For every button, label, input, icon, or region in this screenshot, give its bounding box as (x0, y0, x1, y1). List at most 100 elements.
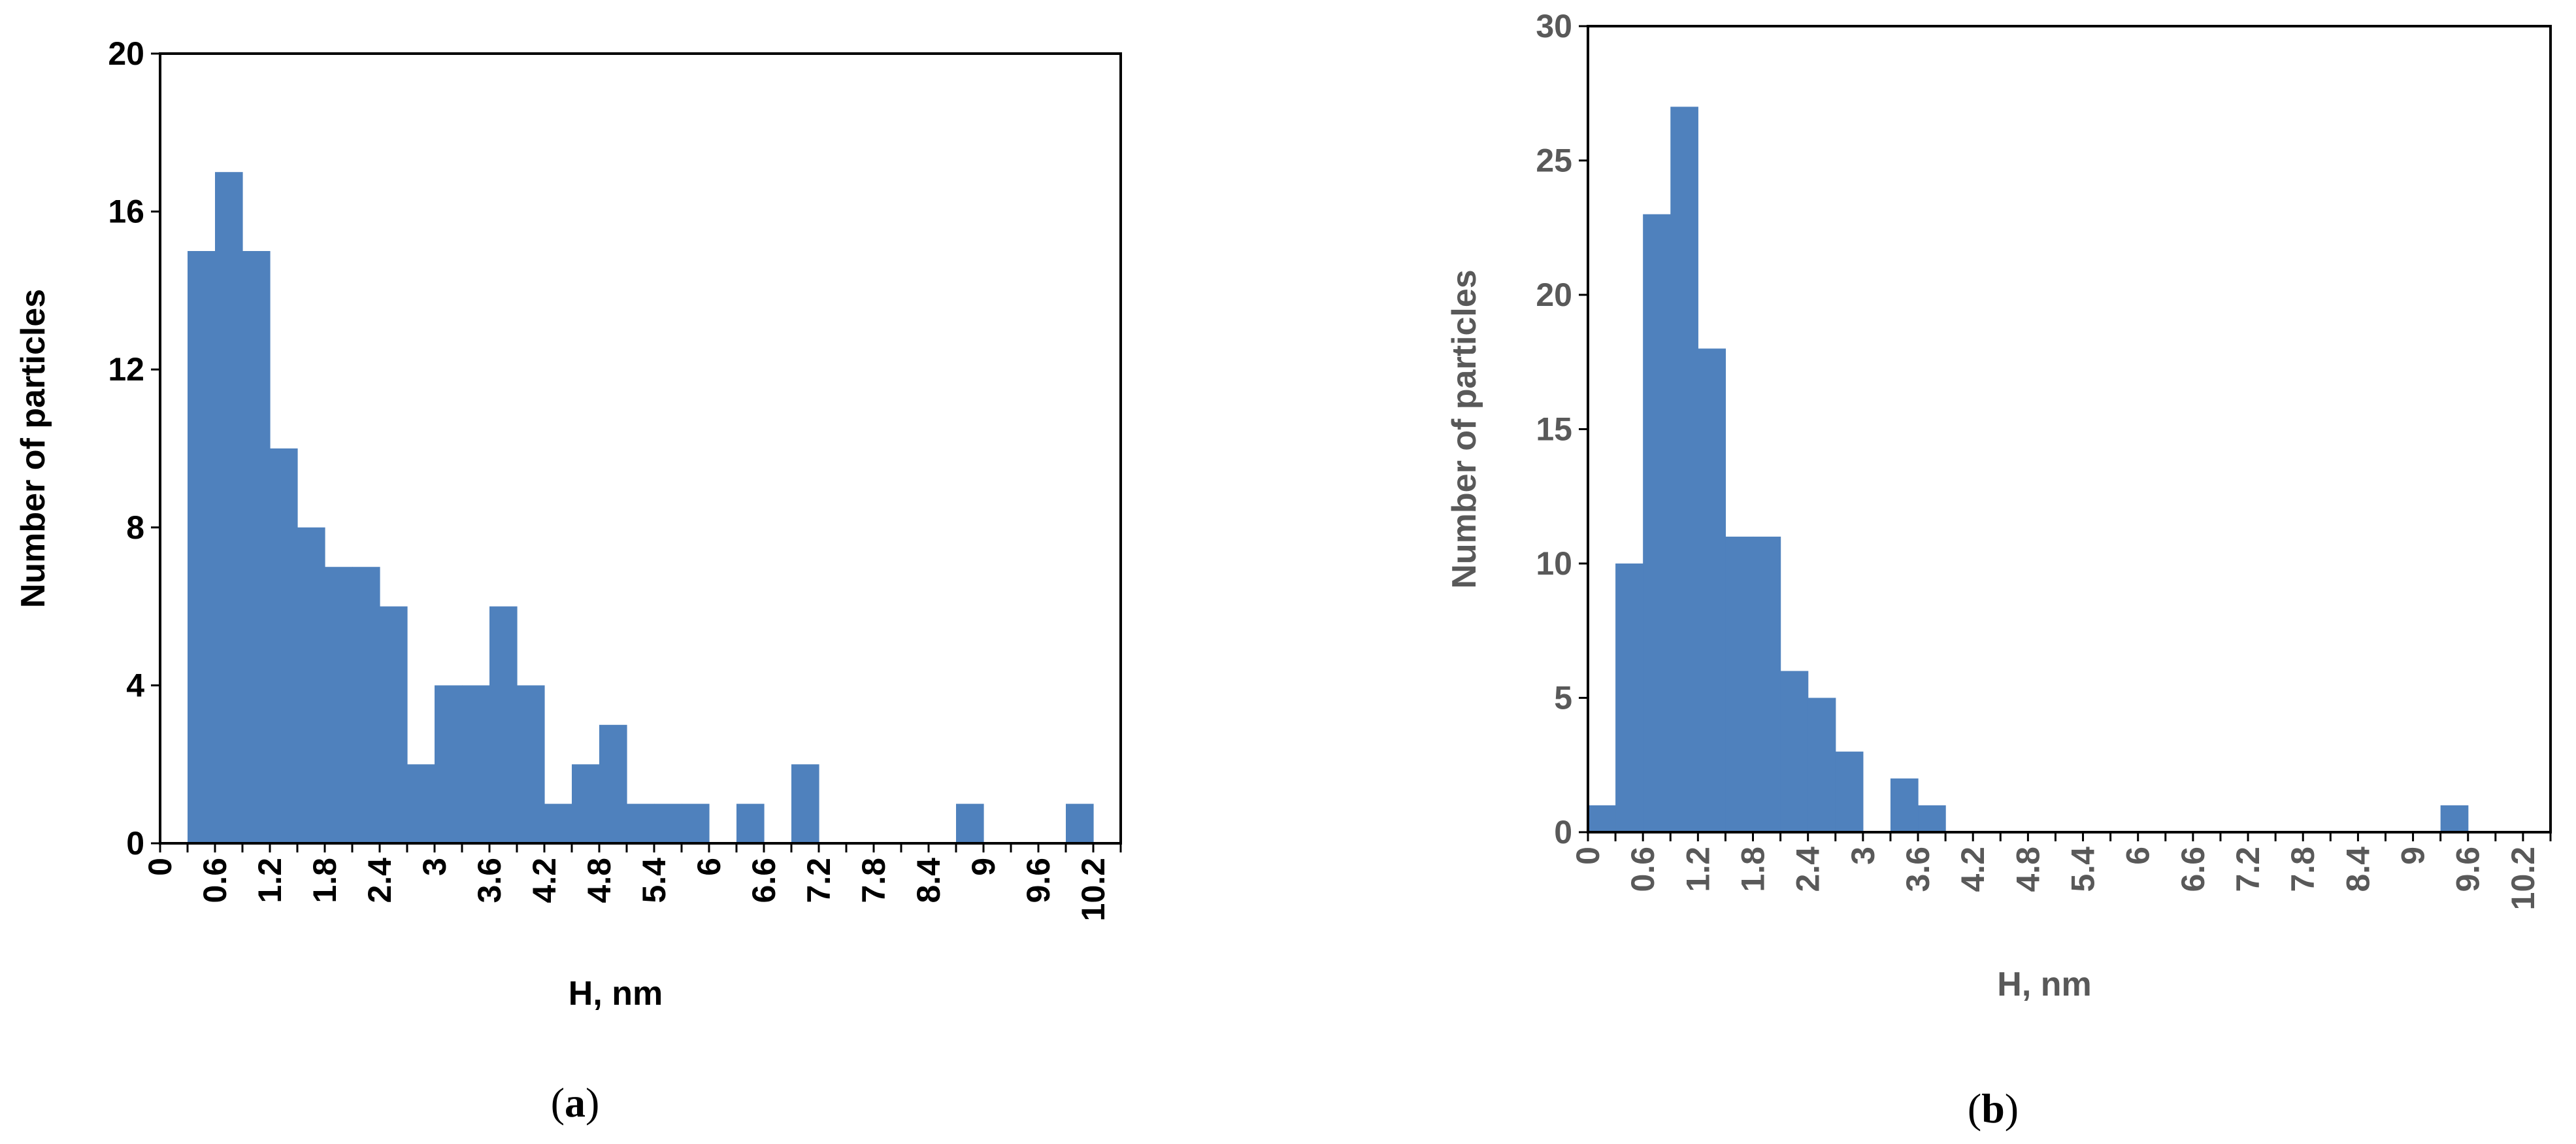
x-tick-label-b-7.8: 7.8 (2285, 847, 2321, 892)
x-ticks-b: 0 0.6 1.2 1.8 2.4 3 3.6 4.2 4.8 5.4 6 6.6 7.2 7.8 8.4 9… (1570, 832, 2552, 910)
caption-close-paren-b: ) (2005, 1085, 2019, 1132)
bar-b-3.6 (1918, 805, 1946, 832)
x-tick-label-b-10.2: 10.2 (2505, 847, 2541, 910)
bar-b-2.4 (1808, 698, 1836, 832)
bar-a-4.5 (572, 764, 600, 843)
panel-caption-b: (b) (1968, 1085, 2019, 1132)
x-tick-label-a-1.2: 1.2 (252, 858, 288, 903)
y-tick-label-b-30: 30 (1536, 8, 1572, 44)
bar-a-5.7 (682, 803, 710, 843)
bars-a (188, 172, 1094, 844)
y-tick-label-b-20: 20 (1536, 277, 1572, 313)
bar-a-2.7 (407, 764, 435, 843)
y-tick-label-b-0: 0 (1554, 814, 1572, 850)
y-tick-label-b-15: 15 (1536, 411, 1572, 448)
x-tick-label-b-2.4: 2.4 (1790, 847, 1826, 892)
x-tick-label-a-1.8: 1.8 (306, 858, 343, 903)
panel-caption-a: (a) (551, 1079, 600, 1126)
x-tick-label-b-1.2: 1.2 (1679, 847, 1716, 892)
x-tick-label-b-5.4: 5.4 (2065, 847, 2102, 892)
bar-a-6.3 (736, 803, 765, 843)
y-tick-label-b-10: 10 (1536, 545, 1572, 582)
x-tick-label-a-5.4: 5.4 (636, 858, 672, 903)
bar-a-1.2 (270, 448, 298, 843)
caption-open-paren-a: ( (551, 1079, 565, 1126)
chart-panel-b: 0 5 10 15 20 25 30 0 0.6 1.2 1.8 2.4 3 3.6 4.2 4.8 5.4 6… (1445, 8, 2552, 1132)
x-tick-label-a-3: 3 (416, 858, 453, 876)
caption-open-paren-b: ( (1968, 1085, 1981, 1132)
plot-frame-a (159, 52, 1122, 845)
bar-b-2.1 (1780, 671, 1809, 832)
x-tick-label-b-0.6: 0.6 (1625, 847, 1661, 892)
x-ticks-a: 0 0.6 1.2 1.8 2.4 3 3.6 4.2 4.8 5.4 6 6.6 7.2 7.8 8.4 9… (142, 843, 1122, 921)
y-axis-title-a: Number of particles (14, 289, 52, 608)
x-tick-label-a-9: 9 (965, 858, 1002, 876)
bar-a-3.9 (517, 685, 545, 843)
caption-letter-b: b (1981, 1085, 2005, 1132)
y-ticks-a: 0 4 8 12 16 20 (108, 35, 160, 862)
bar-b-3.3 (1890, 778, 1919, 832)
x-tick-label-b-4.2: 4.2 (1955, 847, 1991, 892)
x-axis-title-b: H, nm (1997, 966, 2091, 1003)
bar-a-5.1 (627, 803, 655, 843)
bar-b-9.3 (2440, 805, 2469, 832)
x-tick-label-a-7.8: 7.8 (855, 858, 892, 903)
bar-a-2.4 (380, 606, 408, 843)
bar-a-5.4 (654, 803, 682, 843)
x-tick-label-a-4.8: 4.8 (581, 858, 618, 903)
bar-a-2.1 (352, 567, 380, 843)
bar-b-0.9 (1670, 107, 1698, 832)
chart-panel-a: 0 4 8 12 16 20 0 0.6 1.2 1.8 2.4 3 3.6 4.2 4.8 5.4 6 6.6… (14, 35, 1122, 1126)
y-tick-label-a-4: 4 (126, 667, 144, 703)
bar-a-3 (435, 685, 463, 843)
x-tick-label-a-9.6: 9.6 (1020, 858, 1057, 903)
x-tick-label-b-9.6: 9.6 (2450, 847, 2486, 892)
caption-letter-a: a (565, 1079, 586, 1126)
x-tick-label-a-7.2: 7.2 (801, 858, 837, 903)
bar-b-0 (1588, 805, 1616, 832)
bar-a-1.8 (325, 567, 353, 843)
x-tick-label-a-4.2: 4.2 (526, 858, 563, 903)
x-tick-label-b-1.8: 1.8 (1735, 847, 1772, 892)
x-tick-label-a-10.2: 10.2 (1075, 858, 1112, 921)
bar-b-1.5 (1725, 536, 1754, 832)
x-tick-label-b-8.4: 8.4 (2339, 847, 2376, 892)
bar-b-2.7 (1835, 751, 1864, 832)
x-tick-label-a-8.4: 8.4 (910, 858, 947, 903)
y-tick-label-a-8: 8 (126, 509, 144, 546)
bar-b-0.3 (1615, 564, 1643, 832)
y-axis-title-b: Number of particles (1445, 269, 1483, 588)
x-tick-label-b-3.6: 3.6 (1900, 847, 1936, 892)
x-tick-label-a-3.6: 3.6 (471, 858, 508, 903)
y-ticks-b: 0 5 10 15 20 25 30 (1536, 8, 1588, 850)
bar-a-8.7 (956, 803, 984, 843)
x-tick-label-b-3: 3 (1845, 847, 1881, 865)
x-tick-label-b-9: 9 (2395, 847, 2432, 865)
bar-a-6.9 (791, 764, 819, 843)
x-tick-label-b-4.8: 4.8 (2009, 847, 2046, 892)
caption-close-paren-a: ) (586, 1079, 599, 1126)
x-tick-label-a-0.6: 0.6 (197, 858, 233, 903)
x-tick-label-b-0: 0 (1570, 847, 1606, 865)
bar-a-0.3 (188, 251, 216, 843)
x-tick-label-b-6.6: 6.6 (2175, 847, 2211, 892)
x-tick-label-a-6: 6 (691, 858, 727, 876)
y-tick-label-a-12: 12 (108, 351, 144, 388)
y-tick-label-b-25: 25 (1536, 143, 1572, 179)
bar-a-3.3 (462, 685, 490, 843)
x-tick-label-a-6.6: 6.6 (746, 858, 782, 903)
bar-a-4.8 (599, 724, 627, 843)
bar-b-1.2 (1698, 348, 1726, 832)
bar-b-0.6 (1643, 214, 1671, 832)
y-tick-label-b-5: 5 (1554, 680, 1572, 716)
y-tick-label-a-0: 0 (126, 825, 144, 862)
bar-a-0.9 (242, 251, 271, 843)
y-tick-label-a-20: 20 (108, 35, 144, 72)
x-tick-label-a-0: 0 (142, 858, 178, 876)
x-axis-title-a: H, nm (569, 975, 663, 1013)
bar-b-1.8 (1753, 536, 1781, 832)
x-tick-label-b-7.2: 7.2 (2230, 847, 2266, 892)
plot-frame-b (1587, 25, 2552, 833)
y-tick-label-a-16: 16 (108, 193, 144, 230)
